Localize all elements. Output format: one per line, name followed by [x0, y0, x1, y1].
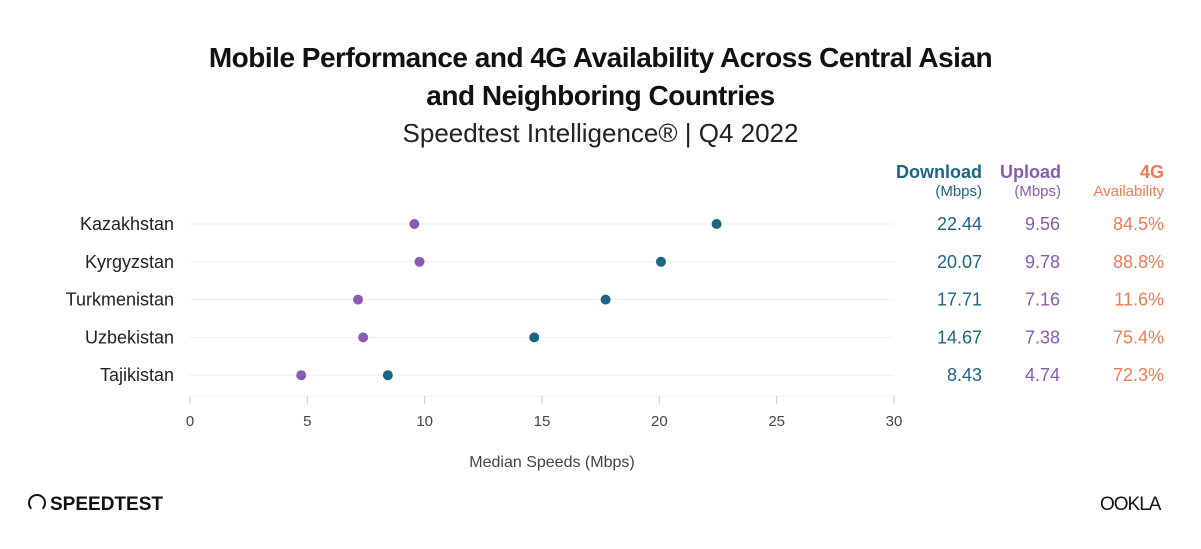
x-axis-label: Median Speeds (Mbps): [469, 454, 634, 471]
download-value: 8.43: [947, 365, 982, 385]
upload-dot: [409, 219, 420, 229]
download-header: Download (Mbps): [880, 162, 982, 202]
availability-value: 75.4%: [1113, 327, 1164, 347]
speedtest-logo-text: SPEEDTEST: [50, 494, 163, 515]
availability-value: 88.8%: [1113, 252, 1164, 272]
availability-value: 84.5%: [1113, 214, 1164, 234]
chart-title-line1: Mobile Performance and 4G Availability A…: [208, 42, 993, 73]
chart-subtitle: Speedtest Intelligence® | Q4 2022: [402, 118, 799, 148]
availability-header-unit: Availability: [1093, 183, 1164, 200]
upload-dot: [296, 370, 307, 381]
download-value: 17.71: [937, 290, 982, 310]
x-tick-label: 20: [651, 413, 668, 430]
x-tick-label: 0: [186, 413, 194, 430]
download-dot: [382, 370, 393, 381]
category-label: Kazakhstan: [80, 214, 174, 234]
x-tick-label: 30: [886, 413, 903, 430]
upload-dot: [414, 256, 425, 267]
upload-value: 9.78: [1025, 252, 1060, 272]
upload-dot: [353, 294, 364, 305]
upload-dot: [358, 332, 369, 343]
x-tick-label: 25: [768, 413, 785, 430]
download-dot: [529, 332, 540, 343]
x-tick-label: 10: [416, 413, 433, 430]
upload-header-label: Upload: [1000, 162, 1061, 182]
upload-value: 7.38: [1025, 327, 1060, 347]
availability-value: 72.3%: [1113, 365, 1164, 385]
download-value: 22.44: [937, 214, 982, 234]
download-dot: [600, 294, 611, 305]
upload-header-unit: (Mbps): [1014, 183, 1061, 200]
download-header-unit: (Mbps): [935, 183, 982, 200]
download-dot: [655, 256, 666, 267]
upload-value: 4.74: [1025, 365, 1060, 385]
x-tick-label: 5: [303, 413, 311, 430]
upload-value: 7.16: [1025, 290, 1060, 310]
availability-header: 4G Availability: [1060, 162, 1164, 202]
download-value: 14.67: [937, 327, 982, 347]
availability-header-label: 4G: [1139, 162, 1164, 182]
availability-value: 11.6%: [1114, 290, 1164, 310]
speedtest-gauge-icon: [28, 494, 46, 512]
download-header-label: Download: [896, 162, 982, 182]
category-label: Uzbekistan: [85, 327, 174, 347]
category-label: Kyrgyzstan: [85, 252, 174, 272]
category-label: Turkmenistan: [66, 290, 174, 310]
upload-value: 9.56: [1025, 214, 1060, 234]
upload-header: Upload (Mbps): [980, 162, 1061, 202]
ookla-logo: OOKLA: [1100, 494, 1161, 515]
speedtest-logo: SPEEDTEST: [28, 494, 163, 516]
chart-title-line2: and Neighboring Countries: [426, 80, 775, 111]
download-dot: [711, 219, 722, 229]
download-value: 20.07: [937, 252, 982, 272]
x-tick-label: 15: [534, 413, 551, 430]
category-label: Tajikistan: [100, 365, 174, 385]
